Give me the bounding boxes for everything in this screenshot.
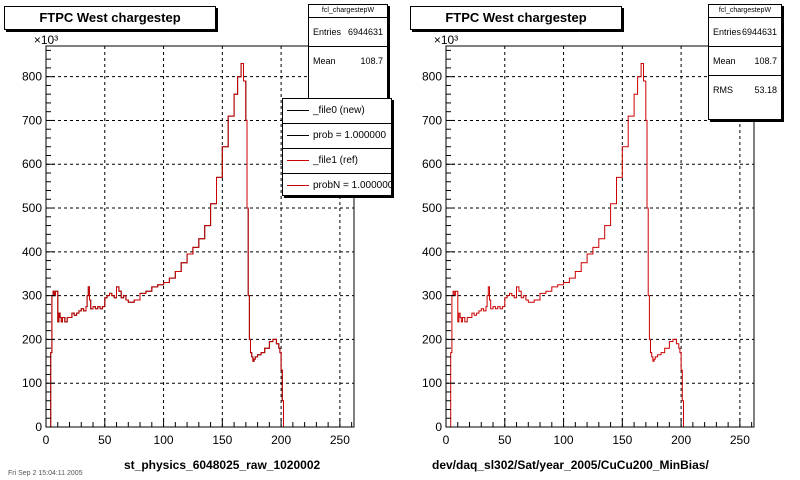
right-stats-row: Mean 108.7	[709, 47, 781, 76]
right-stats-value: 6944631	[741, 27, 777, 37]
x-tick-label: 250	[730, 433, 750, 447]
legend-entry: _file1 (ref)	[283, 149, 391, 174]
x-tick-label: 0	[443, 433, 450, 447]
left-stats-row: Mean 108.7	[309, 47, 387, 75]
y-tick-label: 200	[22, 332, 42, 346]
left-stats-label: Mean	[313, 56, 336, 66]
legend-label: prob = 1.000000	[313, 130, 387, 141]
y-tick-label: 400	[22, 245, 42, 259]
y-tick-label: 100	[22, 376, 42, 390]
legend-line-swatch	[287, 110, 309, 111]
legend-line-swatch	[287, 160, 309, 161]
x-tick-label: 0	[43, 433, 50, 447]
legend-label: _file1 (ref)	[313, 155, 359, 166]
x-tick-label: 200	[671, 433, 691, 447]
left-stats-label: Entries	[313, 27, 342, 37]
right-x-title: dev/daq_sl302/Sat/year_2005/CuCu200_MinB…	[432, 458, 709, 472]
legend-entry: prob = 1.000000	[283, 124, 391, 149]
left-stats-row: Entries 6944631	[309, 18, 387, 47]
x-tick-label: 50	[98, 433, 112, 447]
right-stats-value: 108.7	[754, 56, 777, 66]
legend-label: probN = 1.000000	[313, 180, 392, 191]
y-tick-label: 200	[422, 332, 442, 346]
y-tick-label: 0	[435, 420, 442, 434]
y-tick-label: 700	[22, 113, 42, 127]
x-tick-label: 100	[154, 433, 174, 447]
right-stats-label: Entries	[713, 27, 742, 37]
histogram-series-line	[446, 63, 684, 428]
timestamp-footer: Fri Sep 2 15:04:11 2005	[8, 470, 83, 477]
left-legend: _file0 (new) prob = 1.000000 _file1 (ref…	[282, 98, 392, 196]
y-tick-label: 100	[422, 376, 442, 390]
plot-frame	[45, 45, 355, 428]
left-x-title: st_physics_6048025_raw_1020002	[124, 458, 321, 472]
y-tick-label: 300	[422, 289, 442, 303]
right-stats-value: 53.18	[754, 85, 777, 95]
left-stats-value: 108.7	[360, 56, 383, 66]
left-stats-box: fcl_chargestepW Entries 6944631 Mean 108…	[308, 4, 388, 100]
histogram-series-line	[46, 63, 284, 428]
x-tick-label: 150	[212, 433, 232, 447]
y-tick-label: 500	[422, 201, 442, 215]
x-tick-label: 100	[554, 433, 574, 447]
plot-area	[446, 46, 754, 427]
left-stats-value: 6944631	[347, 27, 383, 37]
y-tick-label: 600	[22, 157, 42, 171]
x-tick-label: 150	[612, 433, 632, 447]
right-stats-label: RMS	[713, 85, 733, 95]
x-tick-label: 250	[330, 433, 350, 447]
x-tick-label: 50	[498, 433, 512, 447]
legend-line-swatch	[287, 135, 309, 136]
right-stats-name: fcl_chargestepW	[709, 5, 781, 18]
right-stats-box: fcl_chargestepW Entries 6944631 Mean 108…	[708, 4, 782, 120]
legend-label: _file0 (new)	[313, 105, 365, 116]
y-tick-label: 300	[22, 289, 42, 303]
legend-entry: probN = 1.000000	[283, 174, 392, 195]
legend-entry: _file0 (new)	[283, 99, 391, 124]
right-chart: 0 50 100 150 200 250 0 100 200 300 400 500 600 700 800…	[422, 33, 755, 447]
left-title: FTPC West chargestep	[4, 6, 216, 30]
right-stats-label: Mean	[713, 56, 736, 66]
y-tick-label: 600	[422, 157, 442, 171]
legend-line-swatch	[287, 185, 309, 186]
y-tick-label: 0	[35, 420, 42, 434]
y-tick-label: 700	[422, 113, 442, 127]
right-title: FTPC West chargestep	[410, 6, 622, 30]
y-tick-label: 800	[22, 70, 42, 84]
y-exponent-label: ×10³	[434, 33, 458, 47]
right-stats-row: Entries 6944631	[709, 18, 781, 47]
right-stats-row: RMS 53.18	[709, 76, 781, 104]
plot-frame	[445, 45, 755, 428]
y-tick-label: 500	[22, 201, 42, 215]
y-tick-label: 400	[422, 245, 442, 259]
left-stats-name: fcl_chargestepW	[309, 5, 387, 18]
y-exponent-label: ×10³	[34, 33, 58, 47]
x-tick-label: 200	[271, 433, 291, 447]
y-tick-label: 800	[422, 70, 442, 84]
